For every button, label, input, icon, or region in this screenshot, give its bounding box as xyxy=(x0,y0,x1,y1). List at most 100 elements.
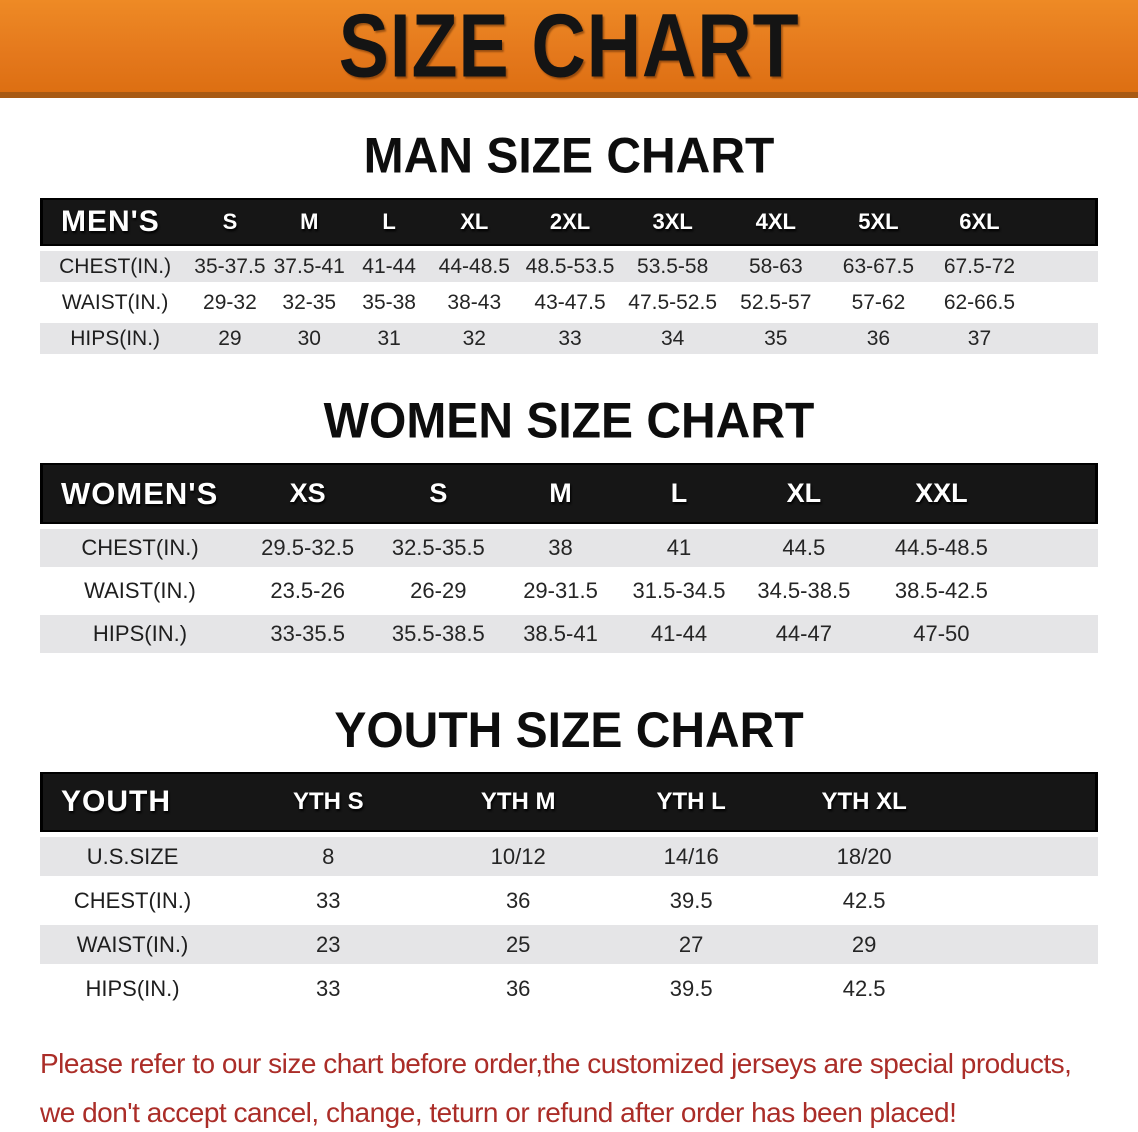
table-header-row: WOMEN'S XS S M L XL XXL xyxy=(40,463,1098,524)
measurement-value: 32.5-35.5 xyxy=(375,529,502,567)
measurement-value: 31.5-34.5 xyxy=(619,572,739,610)
womens-section-heading: WOMEN SIZE CHART xyxy=(323,393,815,450)
measurement-value: 23.5-26 xyxy=(239,572,376,610)
size-column-header: 3XL xyxy=(620,198,725,246)
size-column-header: S xyxy=(375,463,502,524)
measurement-value: 29 xyxy=(777,925,951,964)
size-column-header: 5XL xyxy=(827,198,930,246)
measurement-value: 48.5-53.5 xyxy=(519,251,621,282)
table-row: WAIST(IN.) 23 25 27 29 xyxy=(40,925,1098,964)
size-column-header: 4XL xyxy=(724,198,828,246)
measurement-value: 38.5-42.5 xyxy=(869,572,1014,610)
size-column-header: XL xyxy=(738,463,870,524)
filler-cell xyxy=(1029,251,1098,282)
womens-table-wrap: WOMEN'S XS S M L XL XXL CHEST(IN.) 29.5-32.5 32.5… xyxy=(0,448,1138,658)
filler-cell xyxy=(950,772,1098,832)
disclaimer-line-2: we don't accept cancel, change, teturn o… xyxy=(40,1097,957,1128)
filler-cell xyxy=(1029,323,1098,354)
size-column-header: M xyxy=(269,198,349,246)
filler-cell xyxy=(950,969,1098,1008)
table-row: HIPS(IN.) 29 30 31 32 33 34 35 36 37 xyxy=(40,323,1098,354)
table-row: U.S.SIZE 8 10/12 14/16 18/20 xyxy=(40,837,1098,876)
table-category-label: MEN'S xyxy=(40,198,191,246)
header-banner: SIZE CHART xyxy=(0,0,1138,98)
size-column-header: 6XL xyxy=(929,198,1030,246)
mens-size-table: MEN'S S M L XL 2XL 3XL 4XL 5XL 6XL CHEST(IN.) 35-37… xyxy=(40,193,1098,359)
measurement-row-label: CHEST(IN.) xyxy=(40,251,191,282)
measurement-value: 44-47 xyxy=(738,615,870,653)
measurement-value: 44-48.5 xyxy=(429,251,520,282)
measurement-value: 31 xyxy=(348,323,430,354)
filler-cell xyxy=(950,881,1098,920)
measurement-value: 43-47.5 xyxy=(519,287,621,318)
measurement-value: 35-37.5 xyxy=(190,251,270,282)
measurement-value: 52.5-57 xyxy=(724,287,828,318)
filler-cell xyxy=(950,837,1098,876)
measurement-value: 29-32 xyxy=(190,287,270,318)
measurement-value: 36 xyxy=(431,969,605,1008)
measurement-value: 57-62 xyxy=(827,287,930,318)
filler-cell xyxy=(1013,529,1098,567)
measurement-value: 29.5-32.5 xyxy=(239,529,376,567)
measurement-value: 41-44 xyxy=(619,615,739,653)
filler-cell xyxy=(950,925,1098,964)
measurement-value: 32-35 xyxy=(269,287,349,318)
measurement-value: 63-67.5 xyxy=(827,251,930,282)
size-column-header: S xyxy=(190,198,270,246)
measurement-value: 42.5 xyxy=(777,881,951,920)
measurement-value: 38.5-41 xyxy=(501,615,620,653)
measurement-value: 33 xyxy=(519,323,621,354)
measurement-value: 35 xyxy=(724,323,828,354)
measurement-value: 44.5-48.5 xyxy=(869,529,1014,567)
size-column-header: M xyxy=(501,463,620,524)
measurement-value: 53.5-58 xyxy=(620,251,725,282)
measurement-value: 44.5 xyxy=(738,529,870,567)
table-row: WAIST(IN.) 23.5-26 26-29 29-31.5 31.5-34.5 34… xyxy=(40,572,1098,610)
measurement-value: 29 xyxy=(190,323,270,354)
disclaimer-text: Please refer to our size chart before or… xyxy=(40,1039,1138,1132)
measurement-value: 34 xyxy=(620,323,725,354)
measurement-value: 67.5-72 xyxy=(929,251,1030,282)
measurement-value: 34.5-38.5 xyxy=(738,572,870,610)
size-column-header: XXL xyxy=(869,463,1014,524)
mens-table-wrap: MEN'S S M L XL 2XL 3XL 4XL 5XL 6XL CHEST(IN.) 35-37… xyxy=(0,183,1138,359)
filler-cell xyxy=(1029,287,1098,318)
table-header-row: MEN'S S M L XL 2XL 3XL 4XL 5XL 6XL xyxy=(40,198,1098,246)
table-header-row: YOUTH YTH S YTH M YTH L YTH XL xyxy=(40,772,1098,832)
table-row: CHEST(IN.) 35-37.5 37.5-41 41-44 44-48.5 48.5… xyxy=(40,251,1098,282)
measurement-value: 27 xyxy=(604,925,778,964)
table-row: WAIST(IN.) 29-32 32-35 35-38 38-43 43-47.5 47.… xyxy=(40,287,1098,318)
table-row: HIPS(IN.) 33-35.5 35.5-38.5 38.5-41 41-44 44-… xyxy=(40,615,1098,653)
size-column-header: XL xyxy=(429,198,520,246)
size-column-header: L xyxy=(348,198,430,246)
filler-cell xyxy=(1013,463,1098,524)
size-column-header: YTH L xyxy=(604,772,778,832)
measurement-value: 26-29 xyxy=(375,572,502,610)
measurement-value: 41-44 xyxy=(348,251,430,282)
measurement-value: 37.5-41 xyxy=(269,251,349,282)
table-category-label: WOMEN'S xyxy=(40,463,240,524)
measurement-value: 33 xyxy=(225,969,432,1008)
page-title: SIZE CHART xyxy=(338,0,800,96)
measurement-value: 38 xyxy=(501,529,620,567)
measurement-value: 32 xyxy=(429,323,520,354)
measurement-value: 41 xyxy=(619,529,739,567)
measurement-value: 29-31.5 xyxy=(501,572,620,610)
size-column-header: XS xyxy=(239,463,376,524)
measurement-value: 25 xyxy=(431,925,605,964)
table-row: CHEST(IN.) 29.5-32.5 32.5-35.5 38 41 44.5 44.5… xyxy=(40,529,1098,567)
table-row: HIPS(IN.) 33 36 39.5 42.5 xyxy=(40,969,1098,1008)
size-column-header: L xyxy=(619,463,739,524)
measurement-row-label: WAIST(IN.) xyxy=(40,572,240,610)
measurement-value: 10/12 xyxy=(431,837,605,876)
size-column-header: 2XL xyxy=(519,198,621,246)
measurement-row-label: WAIST(IN.) xyxy=(40,925,226,964)
youth-table-wrap: YOUTH YTH S YTH M YTH L YTH XL U.S.SIZE 8 10/12… xyxy=(0,757,1138,1013)
measurement-value: 36 xyxy=(431,881,605,920)
size-column-header: YTH XL xyxy=(777,772,951,832)
filler-cell xyxy=(1013,572,1098,610)
youth-section-heading: YOUTH SIZE CHART xyxy=(334,702,804,759)
measurement-value: 18/20 xyxy=(777,837,951,876)
measurement-value: 35.5-38.5 xyxy=(375,615,502,653)
